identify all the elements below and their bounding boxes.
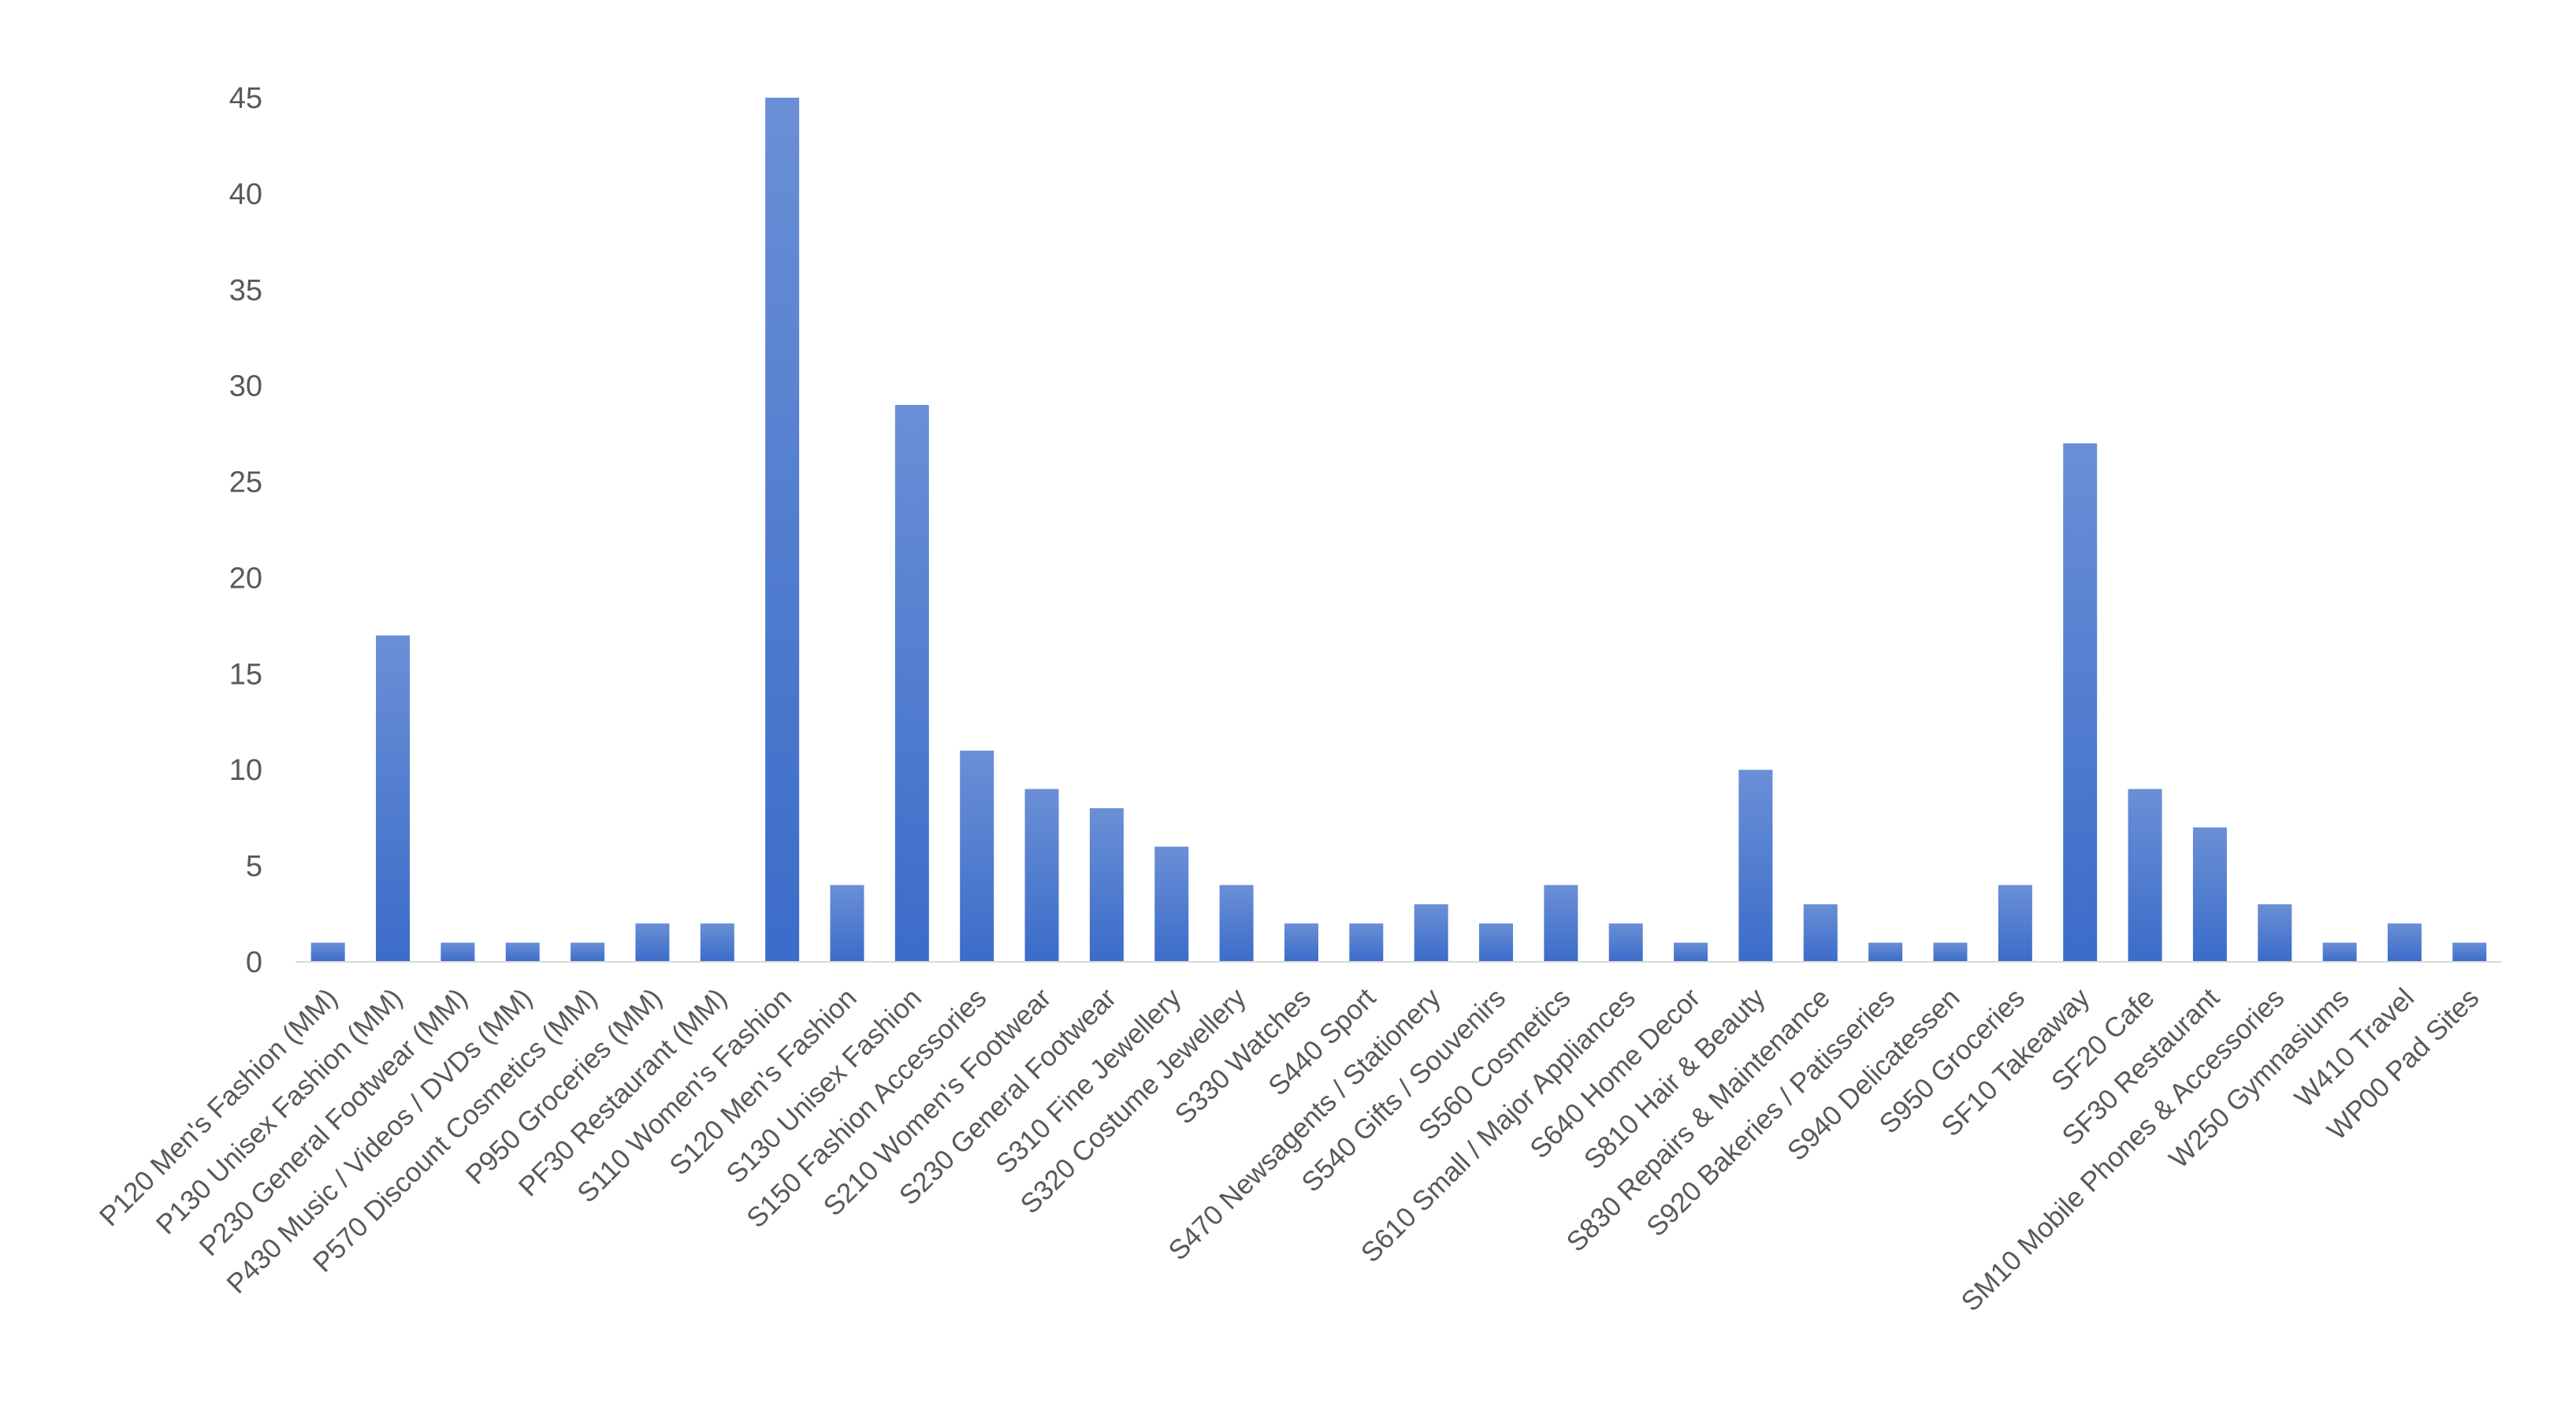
bar [1544,885,1578,962]
bar [1024,789,1059,962]
bar [2128,789,2162,962]
bar [505,942,540,962]
bar [1608,923,1643,962]
bar-series [310,98,2487,962]
bar [571,942,605,962]
y-tick-label: 25 [229,466,262,499]
bar [765,98,800,962]
bar [2063,443,2098,962]
bar [376,635,411,962]
y-tick-label: 0 [246,946,262,979]
bar [700,923,734,962]
y-tick-label: 20 [229,562,262,595]
bar [830,885,864,962]
x-category-label: P230 General Footwear (MM) [194,982,474,1262]
y-tick-label: 45 [229,82,262,115]
bar [1284,923,1318,962]
bar [1674,942,1708,962]
y-tick-label: 10 [229,754,262,787]
bar [310,942,345,962]
bar [1349,923,1384,962]
x-axis-category-labels: P120 Men's Fashion (MM)P130 Unisex Fashi… [94,982,2485,1317]
bar [1414,904,1448,962]
bar [894,405,929,962]
bar [1803,904,1838,962]
bar [1089,807,1124,962]
y-tick-label: 5 [246,850,262,883]
bar [1479,923,1514,962]
bar [1738,770,1773,962]
bar [1154,846,1189,962]
y-tick-label: 15 [229,658,262,691]
bar [1868,942,1903,962]
bar [2258,904,2292,962]
bar [2322,942,2357,962]
bar [960,750,994,962]
bar [2452,942,2487,962]
bar [1219,885,1254,962]
y-axis-tick-labels: 0 5 10 15 20 25 30 35 40 45 [229,82,262,979]
bar [440,942,475,962]
y-tick-label: 40 [229,178,262,211]
y-tick-label: 35 [229,274,262,307]
y-tick-label: 30 [229,370,262,403]
bar [1933,942,1968,962]
bar [2387,923,2422,962]
bar [1998,885,2032,962]
bar [2192,827,2227,962]
bar [635,923,670,962]
